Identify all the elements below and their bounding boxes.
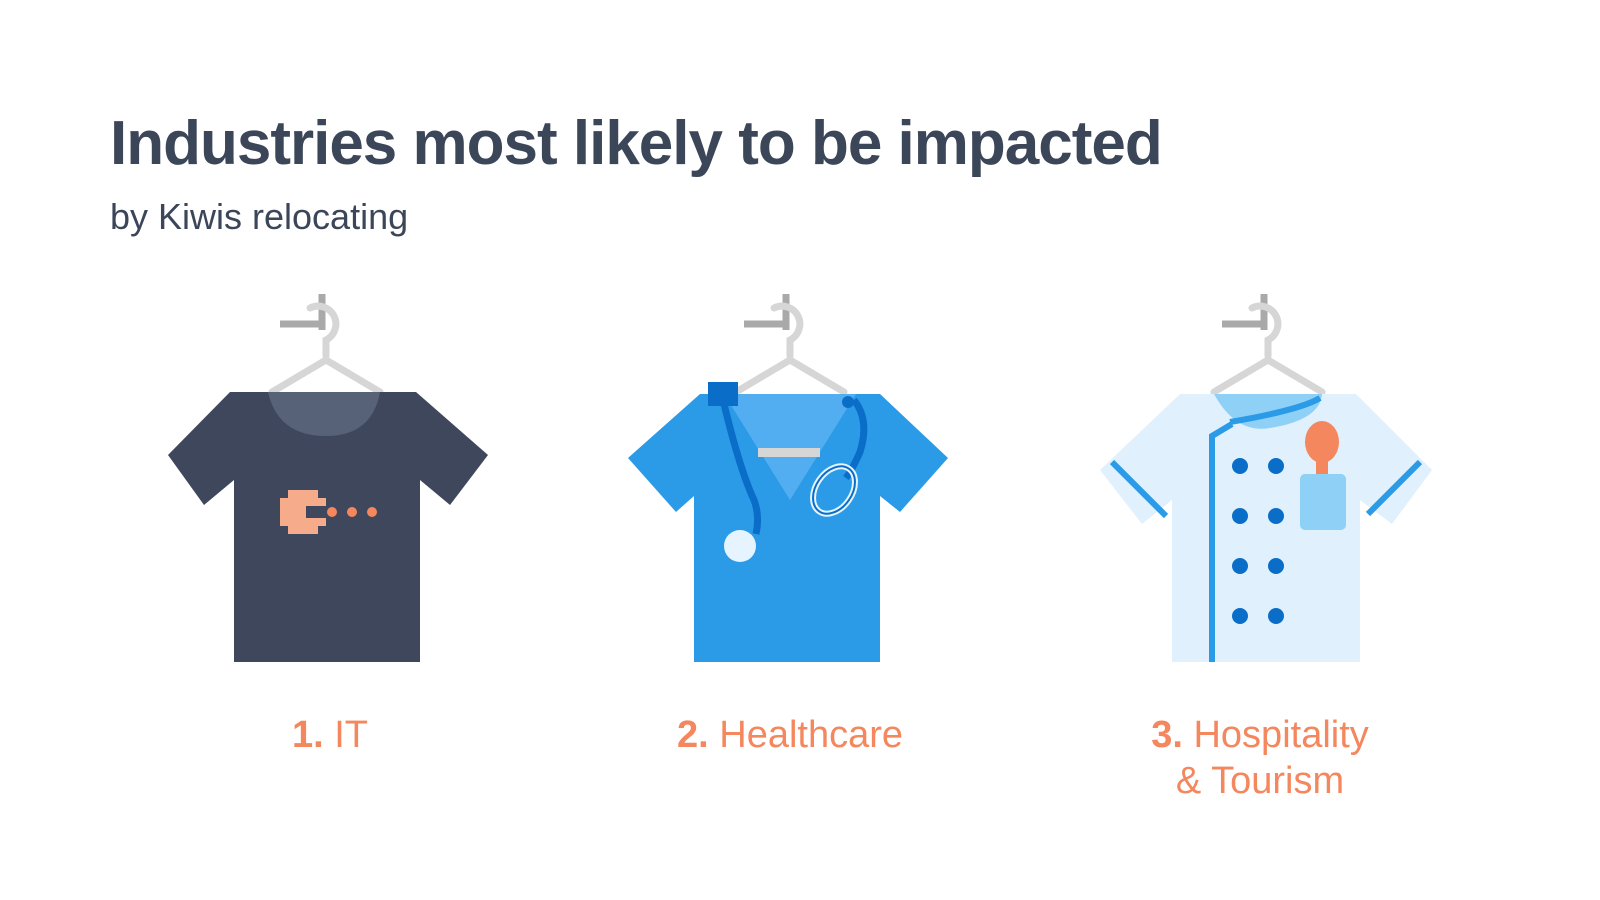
industry-name: Healthcare [719, 714, 904, 756]
page-title: Industries most likely to be impacted [110, 109, 1163, 178]
industry-label-healthcare: 2. Healthcare [630, 712, 950, 758]
hanger-icon [268, 294, 384, 396]
tshirt-icon [168, 294, 488, 662]
industry-rank: 3. [1151, 714, 1183, 756]
page-subtitle: by Kiwis relocating [110, 196, 409, 237]
industry-name-line2: & Tourism [1175, 760, 1345, 802]
scrubs-icon [628, 294, 948, 662]
industry-label-hospitality: 3. Hospitality & Tourism [1100, 712, 1420, 804]
industry-rank: 2. [676, 714, 709, 756]
chef-jacket-icon [1100, 294, 1432, 662]
buttons-icon [1232, 458, 1284, 624]
industry-rank: 1. [291, 714, 324, 756]
stethoscope-icon [708, 382, 868, 562]
pacman-icon [280, 490, 377, 534]
industry-name: IT [334, 714, 369, 756]
hanger-icon [1210, 294, 1326, 396]
spoon-icon [1305, 421, 1339, 478]
industry-name: Hospitality [1193, 714, 1369, 756]
hanger-icon [732, 294, 848, 396]
industry-label-it: 1. IT [230, 712, 430, 758]
pocket-icon [1300, 474, 1346, 530]
